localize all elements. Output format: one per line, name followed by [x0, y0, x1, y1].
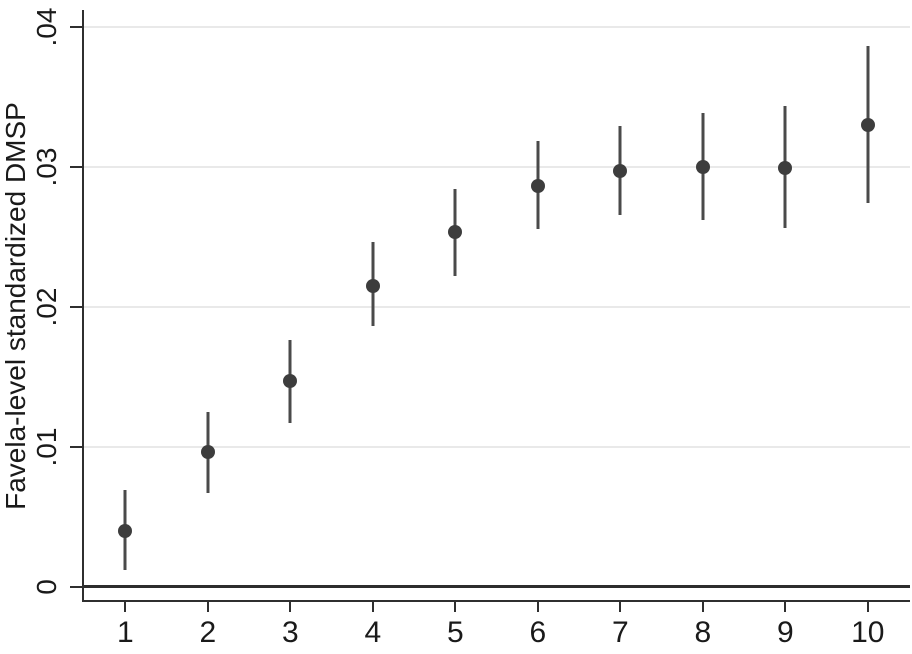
x-tick-label: 3	[281, 616, 299, 649]
y-axis-title: Favela-level standardized DMSP	[0, 102, 31, 510]
x-tick	[124, 602, 127, 612]
data-point-marker	[695, 159, 710, 174]
x-tick	[536, 602, 539, 612]
data-point-marker	[365, 278, 380, 293]
x-tick-label: 8	[694, 616, 712, 649]
gridline	[84, 25, 910, 28]
y-tick-label: .01	[31, 427, 62, 466]
zero-reference-line	[84, 585, 910, 588]
x-tick-label: 10	[851, 616, 885, 649]
data-point-marker	[118, 523, 133, 538]
x-tick-label: 1	[116, 616, 134, 649]
x-tick-label: 5	[446, 616, 464, 649]
y-axis-line	[82, 10, 84, 602]
y-tick	[70, 305, 82, 308]
data-point-marker	[283, 373, 298, 388]
x-tick-label: 7	[611, 616, 629, 649]
data-point-marker	[200, 445, 215, 460]
x-tick	[701, 602, 704, 612]
x-tick	[454, 602, 457, 612]
x-tick	[289, 602, 292, 612]
y-tick-label: .03	[31, 147, 62, 186]
data-point-marker	[530, 179, 545, 194]
y-tick	[70, 25, 82, 28]
y-tick	[70, 585, 82, 588]
gridline	[84, 445, 910, 448]
x-tick	[866, 602, 869, 612]
gridline	[84, 165, 910, 168]
data-point-marker	[778, 160, 793, 175]
y-tick	[70, 445, 82, 448]
x-tick	[206, 602, 209, 612]
x-tick-label: 4	[364, 616, 382, 649]
y-tick	[70, 165, 82, 168]
x-tick	[784, 602, 787, 612]
x-tick	[371, 602, 374, 612]
data-point-marker	[860, 117, 875, 132]
x-tick-label: 9	[776, 616, 794, 649]
gridline	[84, 305, 910, 308]
data-point-marker	[613, 163, 628, 178]
x-tick	[619, 602, 622, 612]
x-tick-label: 6	[529, 616, 547, 649]
y-tick-label: .02	[31, 287, 62, 326]
y-tick-label: .04	[31, 7, 62, 46]
y-tick-label: 0	[31, 578, 62, 595]
data-point-marker	[448, 225, 463, 240]
x-axis-line	[82, 600, 910, 602]
x-tick-label: 2	[199, 616, 217, 649]
